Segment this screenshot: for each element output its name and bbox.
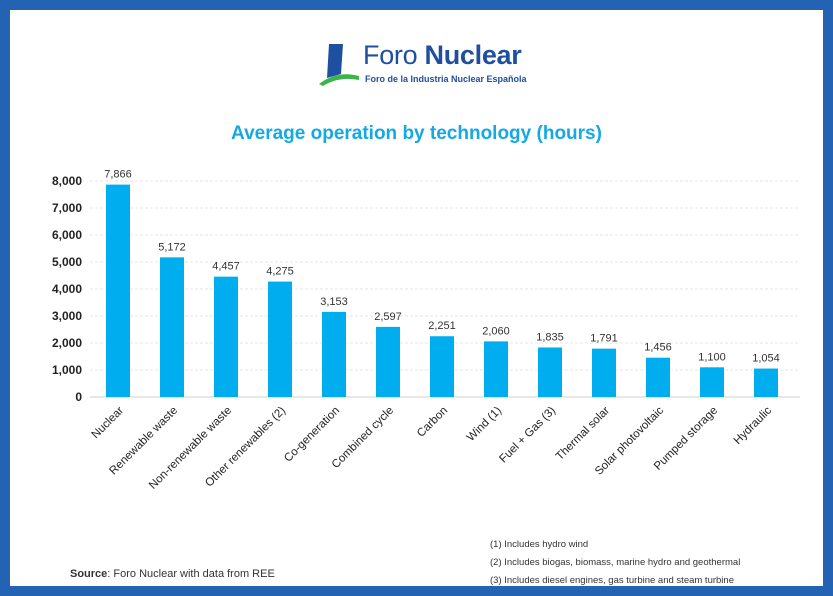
x-tick-label: Wind (1) [465,405,504,444]
source-note: Source: Foro Nuclear with data from REE [70,568,275,580]
footnotes: (1) Includes hydro wind (2) Includes bio… [490,539,740,593]
source-label: Source [70,568,108,580]
bar [376,326,400,397]
bar [646,357,670,397]
logo-name-bold: Nuclear [424,40,522,70]
data-label: 2,251 [428,320,456,332]
x-tick-label: Carbon [415,405,450,440]
x-tick-label: Fuel + Gas (3) [497,405,558,466]
bar [700,367,724,397]
x-tick-label: Nuclear [90,405,127,442]
data-label: 4,457 [212,261,240,273]
x-tick-label: Co-generation [282,405,342,465]
bar [592,348,616,397]
data-label: 5,172 [158,241,186,253]
bar [106,184,130,397]
data-label: 1,835 [536,331,564,343]
bar [268,281,292,397]
chart-title: Average operation by technology (hours) [231,123,602,144]
y-tick-label: 2,000 [52,336,82,350]
bar [214,276,238,397]
x-tick-label: Thermal solar [554,405,612,463]
bar [538,347,562,397]
data-label: 2,597 [374,311,402,323]
y-tick-label: 1,000 [52,363,82,377]
footnote-1: (1) Includes hydro wind [490,539,589,550]
x-tick-label: Hydraulic [732,404,775,447]
data-label: 1,456 [644,342,672,354]
bar [160,257,184,397]
data-label: 7,866 [104,169,132,181]
bar-chart: 0 1,000 2,000 3,000 4,000 5,000 6,000 7,000 8,00… [52,169,800,492]
data-label: 3,153 [320,296,348,308]
footnote-3: (3) Includes diesel engines, gas turbine… [490,575,734,586]
y-tick-label: 0 [75,390,82,404]
logo-name-light: Foro [363,40,418,70]
y-tick-label: 3,000 [52,309,82,323]
y-tick-label: 5,000 [52,255,82,269]
logo-name: Foro Nuclear [363,40,522,71]
logo-tagline: Foro de la Industria Nuclear Española [365,74,527,84]
logo-mark-icon [319,44,359,86]
source-text: : Foro Nuclear with data from REE [107,568,275,580]
y-tick-label: 6,000 [52,228,82,242]
footnote-2: (2) Includes biogas, biomass, marine hyd… [490,557,741,568]
chart-card: Foro Nuclear Foro de la Industria Nuclea… [10,10,823,586]
y-tick-label: 7,000 [52,201,82,215]
bar [484,341,508,397]
data-label: 1,791 [590,333,618,345]
data-label: 2,060 [482,325,510,337]
foro-nuclear-logo: Foro Nuclear Foro de la Industria Nuclea… [315,40,555,96]
bar [430,336,454,397]
y-tick-label: 8,000 [52,174,82,188]
bar [754,368,778,397]
data-label: 1,100 [698,351,726,363]
bar [322,311,346,397]
data-label: 4,275 [266,266,294,278]
data-label: 1,054 [752,353,780,365]
y-tick-label: 4,000 [52,282,82,296]
